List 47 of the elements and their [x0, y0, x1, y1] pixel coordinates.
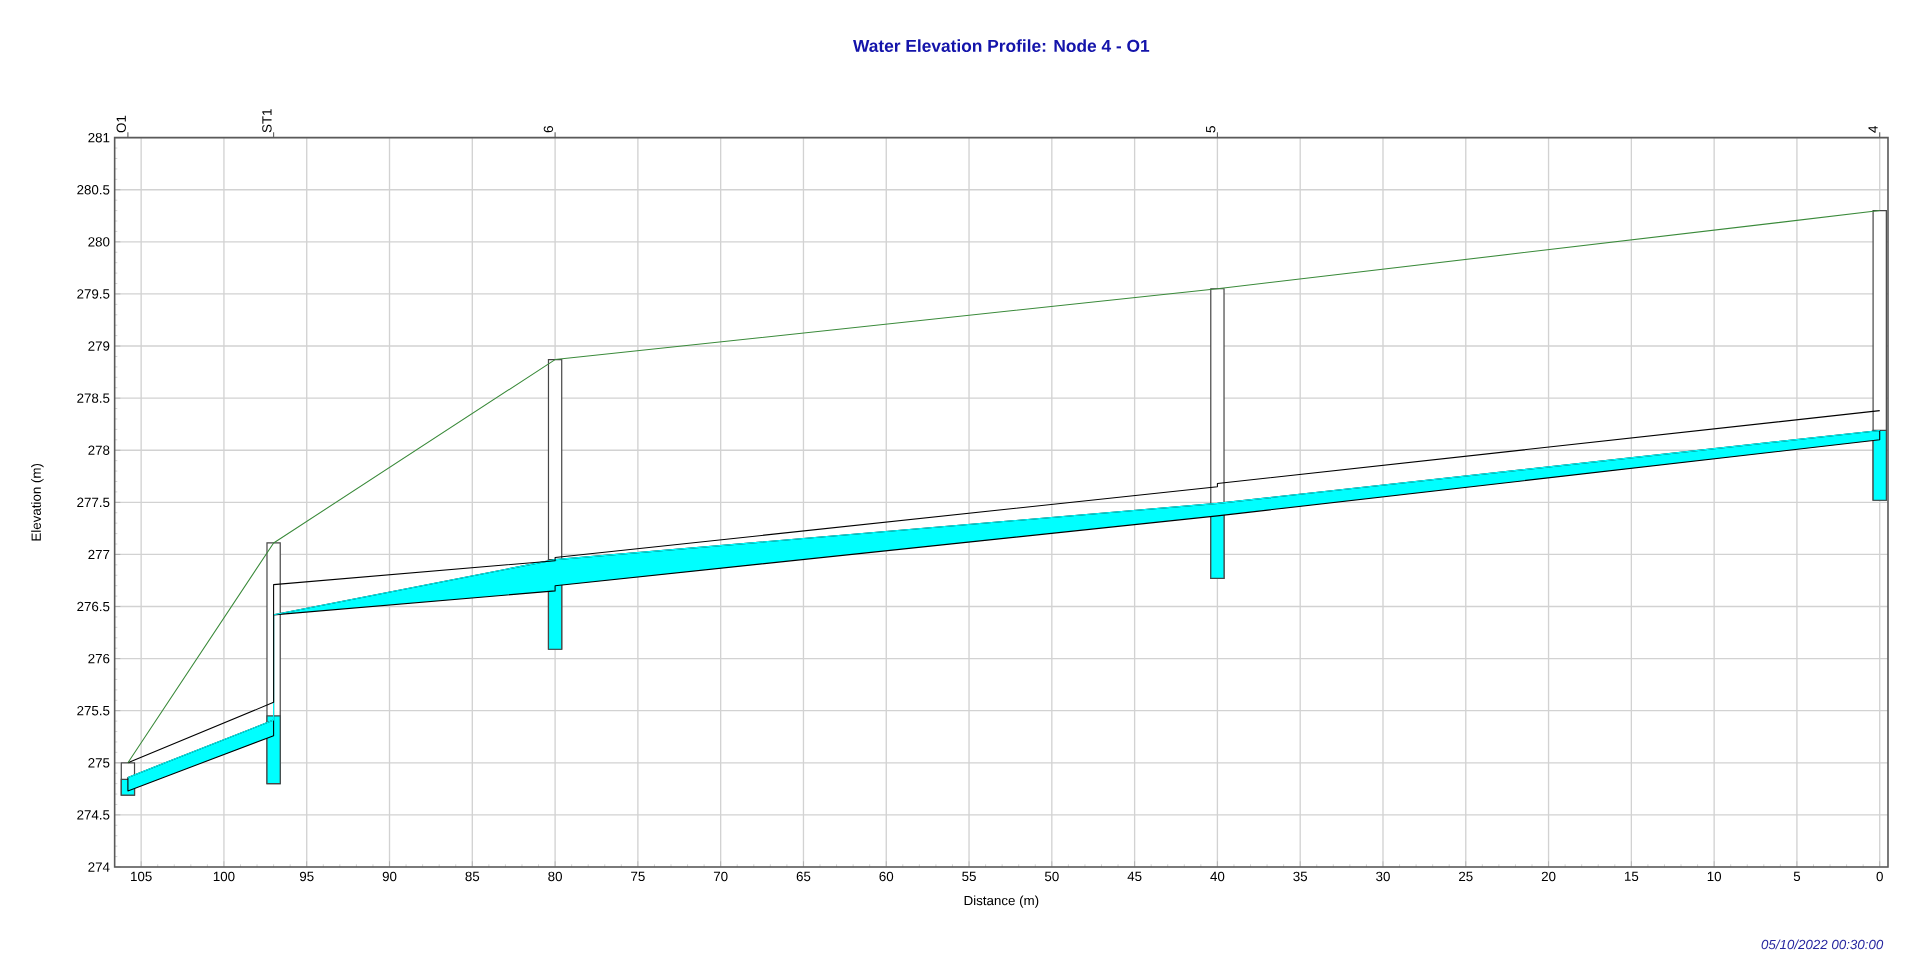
y-tick-label: 274.5: [77, 810, 110, 820]
text: 5: [1206, 126, 1216, 133]
y-tick-label: 281: [88, 132, 110, 143]
x-tick-label: 55: [962, 871, 976, 881]
x-tick-label: 95: [299, 871, 314, 882]
chart-title: Water Elevation Profile: Node 4 - O1: [853, 39, 1150, 53]
x-tick-label: 0: [1876, 871, 1883, 882]
y-tick-label: 280: [88, 237, 110, 247]
x-tick-label: 75: [631, 871, 645, 881]
x-axis-title: Distance (m): [964, 895, 1039, 908]
x-tick-label: 40: [1210, 871, 1225, 882]
y-tick-label: 279: [88, 341, 110, 351]
x-tick-label: 65: [796, 871, 811, 882]
x-tick-label: 25: [1459, 871, 1473, 882]
y-tick-label: 277.5: [77, 497, 110, 508]
x-tick-label: 30: [1376, 871, 1390, 882]
x-tick-label: 105: [131, 871, 152, 882]
y-tick-label: 279.5: [77, 289, 110, 299]
x-tick-label: 85: [465, 871, 480, 882]
text: 6: [543, 126, 554, 133]
x-tick-label: 10: [1707, 871, 1722, 882]
y-tick-label: 275.5: [77, 705, 110, 716]
x-tick-label: 35: [1293, 871, 1308, 882]
y-tick-label: 276.5: [77, 601, 110, 612]
x-tick-label: 45: [1127, 871, 1142, 881]
x-tick-label: 60: [879, 871, 894, 882]
y-axis-title: Elevation (m): [31, 463, 44, 541]
y-tick-label: 278: [88, 445, 110, 455]
x-tick-label: 50: [1044, 871, 1059, 882]
y-tick-label: 278.5: [77, 393, 110, 403]
text: O1: [116, 115, 126, 133]
x-tick-label: 80: [548, 871, 562, 882]
text: 05/10/2022 00:30:00: [1761, 939, 1884, 950]
text: ST1: [262, 109, 272, 133]
y-tick-label: 275: [88, 758, 110, 768]
y-tick-label: 280.5: [77, 185, 110, 195]
x-tick-label: 90: [382, 871, 397, 882]
text: 4: [1868, 125, 1878, 133]
x-tick-label: 70: [713, 871, 728, 882]
x-tick-label: 100: [213, 871, 235, 882]
x-tick-label: 15: [1624, 871, 1639, 881]
y-tick-label: 276: [88, 653, 110, 664]
y-tick-label: 274: [88, 862, 110, 872]
line-series: [127, 210, 1881, 764]
y-tick-label: 277: [88, 549, 110, 560]
x-tick-label: 20: [1541, 871, 1556, 882]
x-tick-label: 5: [1793, 871, 1801, 881]
